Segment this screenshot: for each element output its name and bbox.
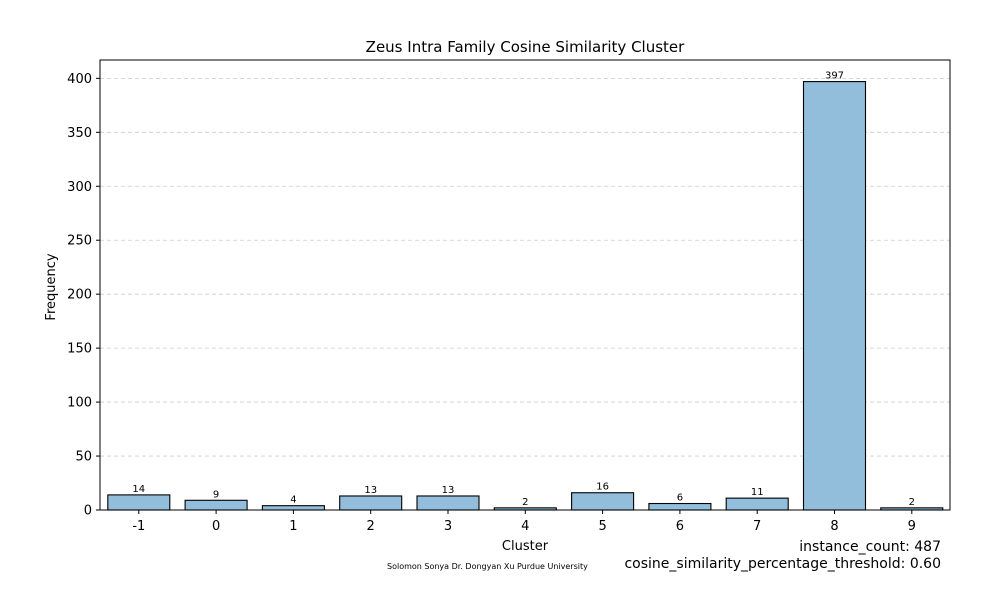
y-tick-label: 200: [67, 288, 92, 303]
x-tick-label: 4: [521, 519, 529, 534]
data-label: 2: [522, 497, 528, 508]
bar-7: [725, 497, 789, 511]
y-tick-label: 250: [67, 234, 92, 249]
data-label: 9: [213, 489, 219, 500]
y-tick-label: 100: [67, 396, 92, 411]
x-tick-label: 6: [676, 519, 684, 534]
data-label: 13: [364, 485, 377, 496]
data-label: 16: [596, 482, 609, 493]
y-tick-label: 50: [75, 450, 92, 465]
bar-5: [571, 492, 635, 511]
data-label: 4: [290, 495, 296, 506]
x-axis-label: Cluster: [502, 539, 549, 554]
credits-note: Solomon Sonya Dr. Dongyan Xu Purdue Univ…: [387, 562, 588, 571]
x-tick-label: 8: [830, 519, 838, 534]
y-tick-label: 400: [67, 72, 92, 87]
y-tick-label: 300: [67, 180, 92, 195]
x-tick-label: 2: [367, 519, 375, 534]
y-tick-label: 350: [67, 126, 92, 141]
bar-6: [648, 502, 712, 511]
y-axis-label: Frequency: [44, 253, 59, 320]
y-tick-label: 150: [67, 342, 92, 357]
chart-title: Zeus Intra Family Cosine Similarity Clus…: [366, 38, 685, 56]
bar-1: [261, 505, 325, 511]
bar-0: [184, 499, 248, 511]
x-tick-label: -1: [132, 519, 145, 534]
data-label: 6: [677, 493, 683, 504]
x-tick-label: 0: [212, 519, 220, 534]
data-label: 11: [751, 487, 764, 498]
x-tick-label: 9: [908, 519, 916, 534]
data-label: 14: [132, 484, 145, 495]
x-tick-label: 7: [753, 519, 761, 534]
bar-8: [802, 81, 867, 511]
bar-3: [416, 495, 480, 511]
x-tick-label: 3: [444, 519, 452, 534]
x-tick-label: 1: [289, 519, 297, 534]
instance-count: instance_count: 487: [799, 539, 941, 555]
axes: 0 50 100 150 200 250 300 350 400 -1 0 1 2 3 4 5 6 7 8 9: [67, 59, 951, 534]
x-tick-label: 5: [598, 519, 606, 534]
bars: [107, 81, 944, 511]
threshold-note: cosine_similarity_percentage_threshold: …: [624, 556, 941, 572]
data-labels: 14 9 4 13 13 2 16 6 11 397 2: [132, 71, 915, 508]
bar--1: [107, 494, 171, 511]
data-label: 13: [442, 485, 455, 496]
data-label: 2: [909, 497, 915, 508]
bar-2: [339, 495, 403, 511]
data-label: 397: [825, 71, 844, 82]
y-tick-label: 0: [84, 504, 92, 519]
